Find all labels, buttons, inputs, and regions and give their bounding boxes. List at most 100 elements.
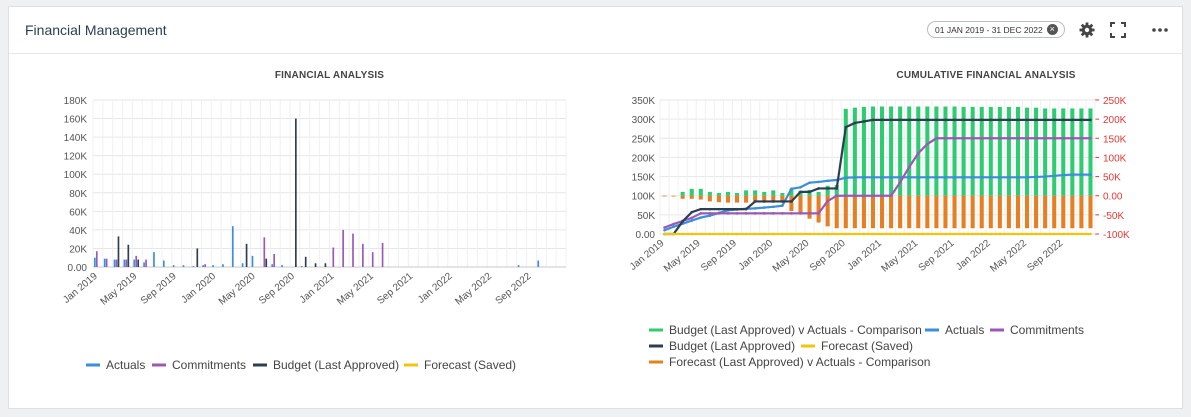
bar-budget-last-approved-v-actuals-comparison	[861, 106, 866, 196]
bar-budget-last-approved-v-actuals-comparison	[943, 106, 948, 196]
bar-forecast-last-approved-v-actuals-comparison	[916, 195, 921, 229]
point-actuals	[1016, 176, 1020, 179]
fullscreen-icon[interactable]	[1108, 20, 1128, 40]
point-budget-last-approved-	[916, 118, 920, 122]
point-budget-last-approved-	[817, 187, 820, 190]
point-actuals	[898, 176, 902, 179]
bar-actuals	[93, 257, 96, 267]
point-actuals	[690, 219, 694, 222]
point-actuals	[790, 187, 793, 191]
x-tick-label: Jan 2020	[737, 238, 776, 273]
point-actuals	[771, 205, 775, 209]
point-budget-last-approved-	[998, 118, 1002, 122]
point-forecast-saved-	[862, 232, 866, 236]
bar-budget-last-approved-v-actuals-comparison	[979, 106, 984, 196]
point-budget-last-approved-	[799, 190, 802, 194]
point-actuals	[962, 176, 965, 179]
point-commitments	[708, 212, 712, 215]
y-right-tick-label: 50K	[1103, 173, 1121, 184]
point-budget-last-approved-	[835, 187, 839, 190]
bar-budget-last-approved-v-actuals-comparison	[734, 193, 740, 196]
bar-budget-last-approved-	[137, 259, 140, 267]
y-right-tick-label: -50K	[1103, 211, 1124, 222]
point-commitments	[1007, 136, 1011, 140]
point-actuals	[1080, 173, 1083, 176]
point-commitments	[935, 136, 938, 140]
point-budget-last-approved-	[844, 125, 848, 129]
point-commitments	[989, 136, 993, 140]
point-commitments	[1089, 136, 1092, 140]
bar-budget-last-approved-v-actuals-comparison	[997, 106, 1002, 196]
point-forecast-saved-	[1007, 232, 1011, 236]
point-budget-last-approved-	[1016, 118, 1020, 122]
bar-forecast-last-approved-v-actuals-comparison	[934, 195, 939, 229]
bar-budget-last-approved-v-actuals-comparison	[898, 106, 903, 196]
point-actuals	[844, 176, 848, 180]
bar-budget-last-approved-v-actuals-comparison	[1024, 107, 1030, 196]
point-budget-last-approved-	[962, 118, 965, 122]
point-budget-last-approved-	[898, 118, 902, 122]
y-left-tick-label: 100K	[632, 192, 656, 203]
point-budget-last-approved-	[681, 220, 684, 223]
gear-icon[interactable]	[1077, 20, 1097, 40]
bar-forecast-last-approved-v-actuals-comparison	[898, 195, 903, 229]
bar-actuals	[123, 259, 126, 267]
date-range-filter[interactable]: 01 JAN 2019 - 31 DEC 2022 ×	[927, 21, 1065, 38]
point-commitments	[853, 194, 857, 198]
point-actuals	[708, 214, 712, 217]
point-forecast-saved-	[717, 232, 721, 236]
bar-forecast-last-approved-v-actuals-comparison	[689, 195, 694, 199]
point-forecast-saved-	[1052, 232, 1056, 236]
legend-item-label: Commitments	[172, 358, 246, 372]
point-forecast-saved-	[1089, 232, 1092, 236]
point-actuals	[862, 176, 866, 179]
bar-actuals	[537, 260, 540, 267]
bar-budget-last-approved-	[245, 243, 248, 267]
x-tick-label: Jan 2021	[845, 238, 884, 273]
more-icon[interactable]	[1150, 20, 1170, 40]
bar-actuals	[222, 264, 224, 267]
point-commitments	[889, 194, 893, 198]
bar-forecast-last-approved-v-actuals-comparison	[734, 195, 740, 203]
point-actuals	[817, 180, 820, 184]
bar-commitments	[352, 233, 354, 267]
point-commitments	[753, 212, 757, 215]
point-commitments	[808, 212, 811, 215]
clear-icon[interactable]: ×	[1046, 24, 1058, 35]
bar-forecast-last-approved-v-actuals-comparison	[843, 195, 848, 229]
point-budget-last-approved-	[1034, 118, 1038, 122]
point-commitments	[735, 212, 739, 215]
point-commitments	[690, 216, 694, 220]
point-forecast-saved-	[844, 232, 848, 236]
point-commitments	[871, 194, 875, 198]
bar-budget-last-approved-	[265, 258, 268, 267]
point-forecast-saved-	[853, 232, 857, 236]
bar-budget-last-approved-v-actuals-comparison	[780, 193, 785, 196]
point-forecast-saved-	[690, 232, 694, 236]
bar-budget-last-approved-	[324, 263, 327, 267]
point-forecast-saved-	[663, 232, 666, 236]
y-tick-label: 140K	[64, 133, 88, 144]
point-forecast-saved-	[998, 232, 1002, 236]
bar-forecast-last-approved-v-actuals-comparison	[1006, 195, 1011, 229]
x-tick-label: Sep 2022	[1025, 238, 1065, 274]
bar-forecast-last-approved-v-actuals-comparison	[1034, 195, 1039, 229]
bar-budget-last-approved-v-actuals-comparison	[907, 106, 912, 196]
point-commitments	[762, 212, 766, 215]
bar-commitments	[204, 264, 207, 267]
point-forecast-saved-	[871, 232, 875, 236]
bar-actuals	[182, 265, 185, 267]
x-tick-label: May 2022	[988, 238, 1029, 275]
bar-actuals	[162, 260, 165, 267]
point-commitments	[1071, 136, 1074, 140]
point-actuals	[808, 181, 811, 184]
point-actuals	[998, 176, 1002, 179]
y-tick-label: 120K	[64, 152, 88, 163]
point-forecast-saved-	[708, 232, 712, 236]
point-actuals	[889, 176, 893, 179]
point-actuals	[1007, 176, 1011, 179]
y-tick-label: 100K	[64, 170, 88, 181]
point-forecast-saved-	[672, 232, 675, 236]
point-commitments	[844, 194, 848, 198]
